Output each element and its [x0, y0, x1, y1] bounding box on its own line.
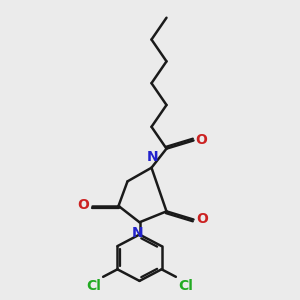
Text: O: O [77, 198, 89, 212]
Text: O: O [195, 133, 207, 147]
Text: N: N [147, 151, 159, 164]
Text: Cl: Cl [86, 279, 101, 293]
Text: N: N [132, 226, 144, 239]
Text: Cl: Cl [178, 279, 193, 293]
Text: O: O [196, 212, 208, 226]
